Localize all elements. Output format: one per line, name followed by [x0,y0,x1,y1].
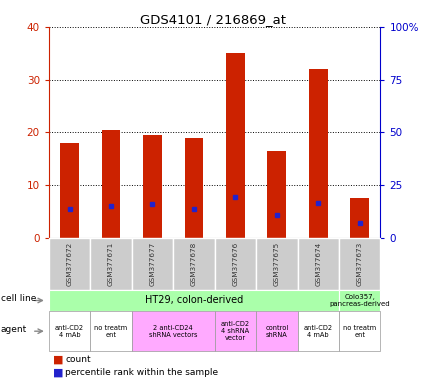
Bar [102,130,120,238]
Bar [350,199,369,238]
Text: control
shRNA: control shRNA [265,325,289,338]
Text: count: count [65,356,91,364]
Text: GSM377678: GSM377678 [191,242,197,286]
Text: ■: ■ [53,355,64,365]
Text: HT29, colon-derived: HT29, colon-derived [145,295,243,306]
Text: GSM377674: GSM377674 [315,242,321,286]
Text: anti-CD2
4 mAb: anti-CD2 4 mAb [55,325,84,338]
Text: GDS4101 / 216869_at: GDS4101 / 216869_at [139,13,286,26]
Text: ■: ■ [53,368,64,378]
Text: GSM377675: GSM377675 [274,242,280,286]
Text: GSM377671: GSM377671 [108,242,114,286]
Bar [184,138,203,238]
Text: Colo357,
pancreas-derived: Colo357, pancreas-derived [329,294,390,307]
Bar [267,151,286,238]
Text: agent: agent [1,325,27,334]
Text: GSM377672: GSM377672 [67,242,73,286]
Text: GSM377676: GSM377676 [232,242,238,286]
Text: cell line: cell line [1,294,36,303]
Bar [143,135,162,238]
Text: no treatm
ent: no treatm ent [94,325,127,338]
Text: GSM377673: GSM377673 [357,242,363,286]
Bar [226,53,245,238]
Text: no treatm
ent: no treatm ent [343,325,376,338]
Text: anti-CD2
4 shRNA
vector: anti-CD2 4 shRNA vector [221,321,250,341]
Text: 2 anti-CD24
shRNA vectors: 2 anti-CD24 shRNA vectors [149,325,198,338]
Bar [309,69,328,238]
Text: percentile rank within the sample: percentile rank within the sample [65,369,218,377]
Text: anti-CD2
4 mAb: anti-CD2 4 mAb [303,325,333,338]
Text: GSM377677: GSM377677 [150,242,156,286]
Bar [60,143,79,238]
